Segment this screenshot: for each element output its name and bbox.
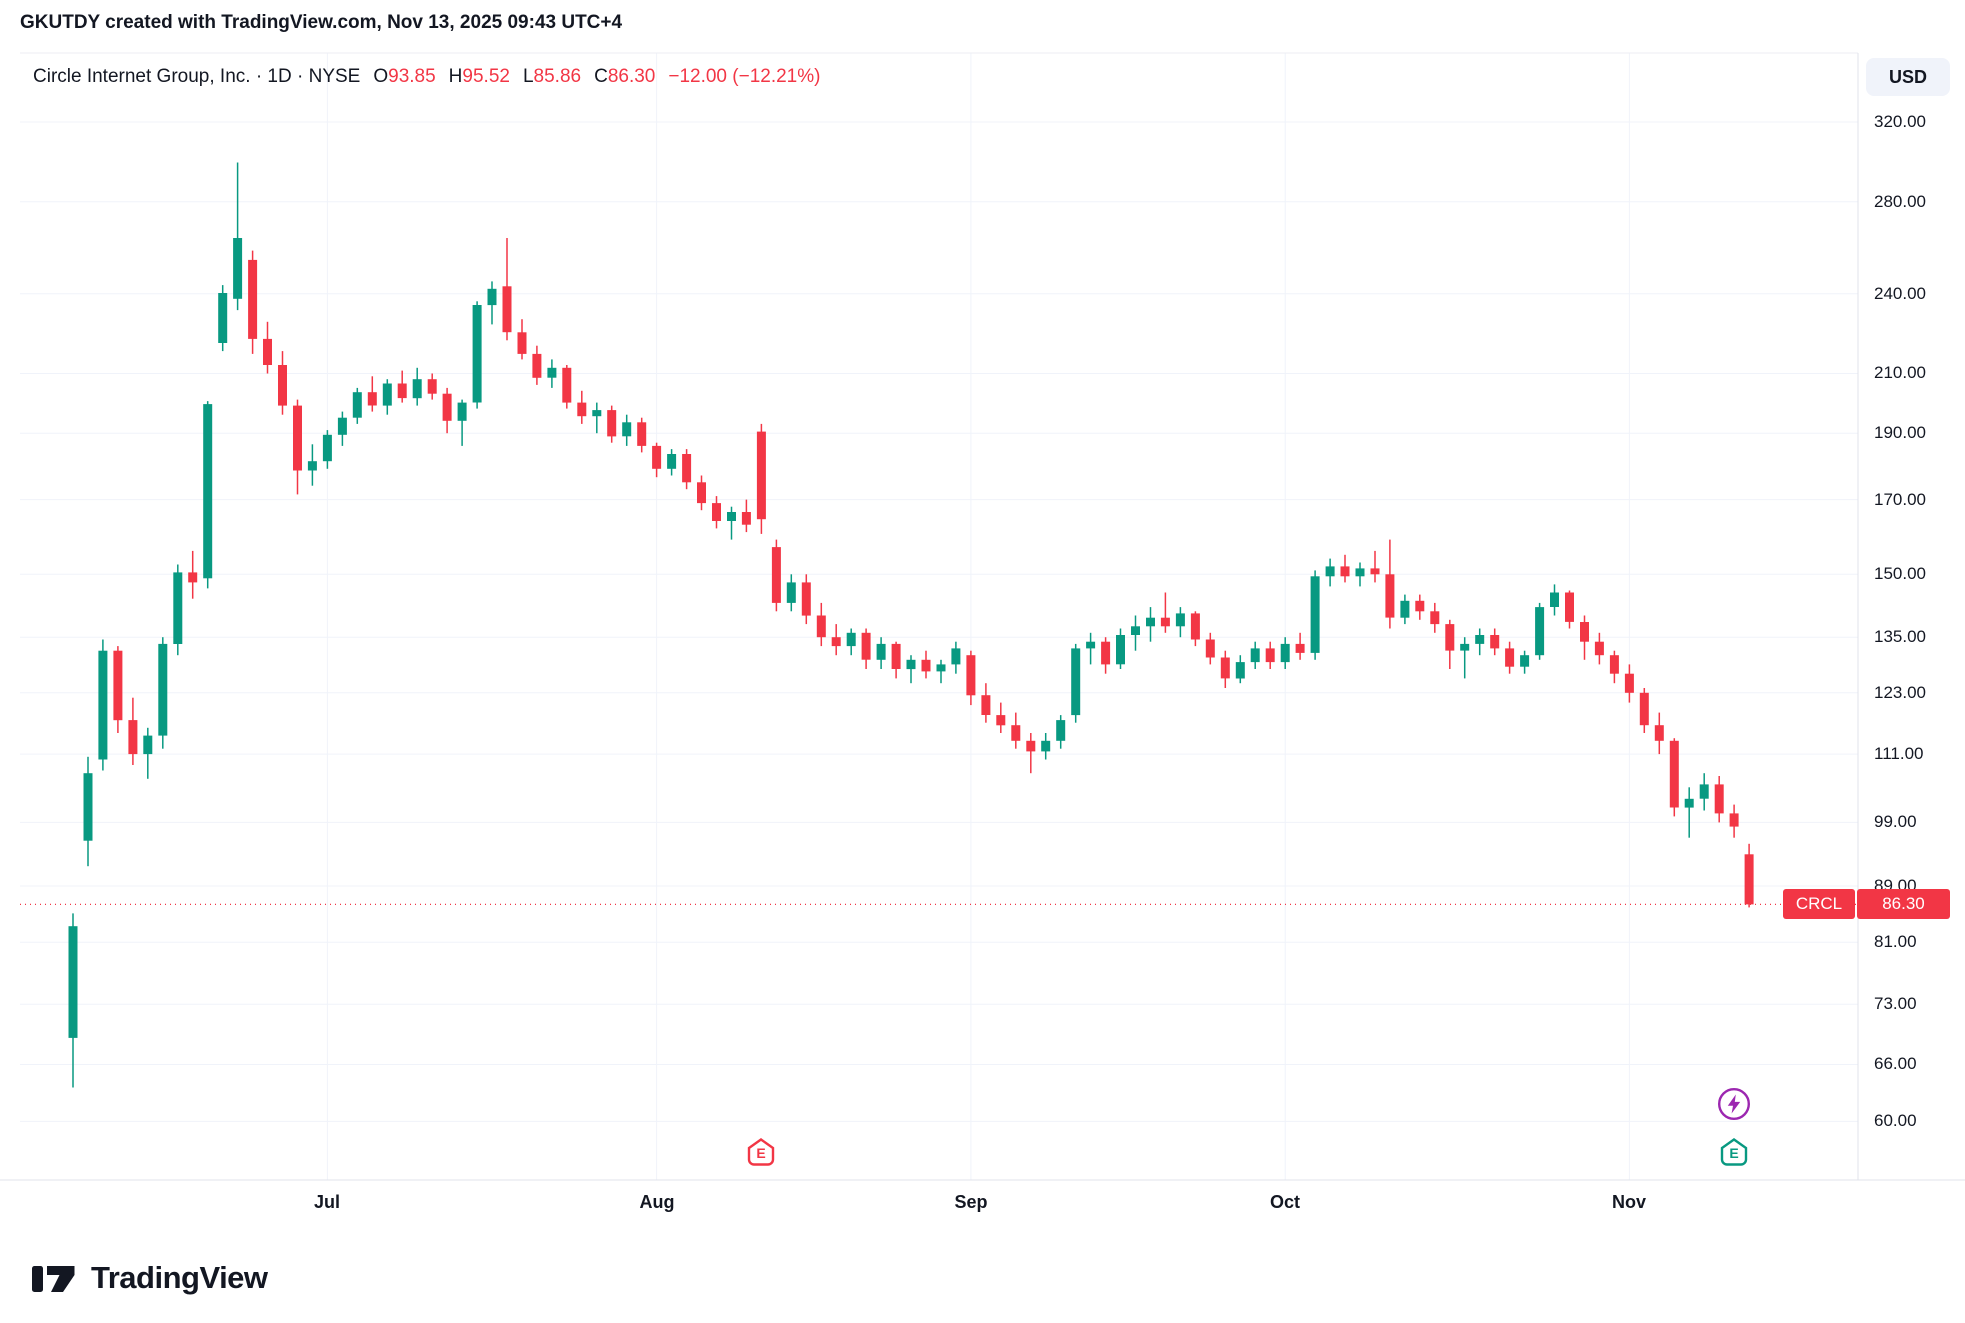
price-axis[interactable]: 320.00 280.00 240.00 210.00 190.00 170.00 150.… — [1858, 0, 1965, 1180]
tradingview-logo-icon[interactable] — [30, 1258, 76, 1299]
time-axis-label: Jul — [313, 1192, 340, 1212]
ohlc-open: O93.85 — [373, 66, 435, 88]
price-axis-label: 320.00 — [1874, 112, 1926, 131]
change-value: −12.00 (−12.21%) — [668, 66, 821, 87]
open-value: 93.85 — [388, 66, 436, 87]
time-axis-label: Aug — [639, 1192, 675, 1212]
time-axis-label: Nov — [1611, 1192, 1646, 1212]
price-label-symbol: CRCL — [1783, 889, 1855, 919]
currency-button[interactable]: USD — [1866, 58, 1950, 96]
time-axis-label: Oct — [1269, 1192, 1300, 1212]
event-lightning-marker[interactable] — [1717, 1087, 1751, 1121]
price-axis-label: 60.00 — [1874, 1111, 1917, 1130]
price-axis-label: 210.00 — [1874, 363, 1926, 382]
ohlc-low: L85.86 — [523, 66, 581, 88]
close-letter: C — [594, 66, 608, 87]
price-axis-label: 150.00 — [1874, 564, 1926, 583]
time-axis-label: Sep — [954, 1192, 988, 1212]
svg-text:E: E — [1729, 1145, 1738, 1161]
price-axis-label: 135.00 — [1874, 627, 1926, 646]
high-value: 95.52 — [462, 66, 510, 87]
price-axis-label: 73.00 — [1874, 994, 1917, 1013]
ohlc-close: C86.30 — [594, 66, 655, 88]
last-price-label: CRCL 86.30 — [1783, 889, 1950, 919]
low-letter: L — [522, 66, 534, 87]
candlestick-chart[interactable] — [0, 0, 1965, 1240]
svg-text:E: E — [756, 1145, 765, 1161]
tradingview-wordmark[interactable]: TradingView — [91, 1260, 268, 1295]
ohlc-high: H95.52 — [449, 66, 510, 88]
price-axis-label: 190.00 — [1874, 423, 1926, 442]
low-value: 85.86 — [533, 66, 582, 87]
footer: TradingView — [30, 1252, 268, 1304]
price-axis-label: 170.00 — [1874, 490, 1926, 509]
price-axis-label: 66.00 — [1874, 1054, 1917, 1073]
close-value: 86.30 — [607, 66, 656, 87]
symbol-title: Circle Internet Group, Inc. · 1D · NYSE — [33, 66, 361, 87]
price-axis-label: 81.00 — [1874, 932, 1917, 951]
price-axis-label: 99.00 — [1874, 812, 1917, 831]
symbol-legend: Circle Internet Group, Inc. · 1D · NYSE … — [33, 66, 820, 88]
attribution-text: GKUTDY created with TradingView.com, Nov… — [20, 12, 623, 33]
high-letter: H — [448, 66, 463, 87]
price-axis-label: 240.00 — [1874, 284, 1926, 303]
price-label-value: 86.30 — [1857, 889, 1950, 919]
earnings-marker[interactable]: E — [1719, 1137, 1753, 1171]
earnings-marker[interactable]: E — [746, 1137, 780, 1171]
time-axis[interactable]: Jul Aug Sep Oct Nov — [0, 1192, 1965, 1220]
price-axis-label: 123.00 — [1874, 683, 1926, 702]
open-letter: O — [373, 66, 389, 87]
price-axis-label: 280.00 — [1874, 192, 1926, 211]
price-axis-label: 111.00 — [1874, 744, 1924, 763]
